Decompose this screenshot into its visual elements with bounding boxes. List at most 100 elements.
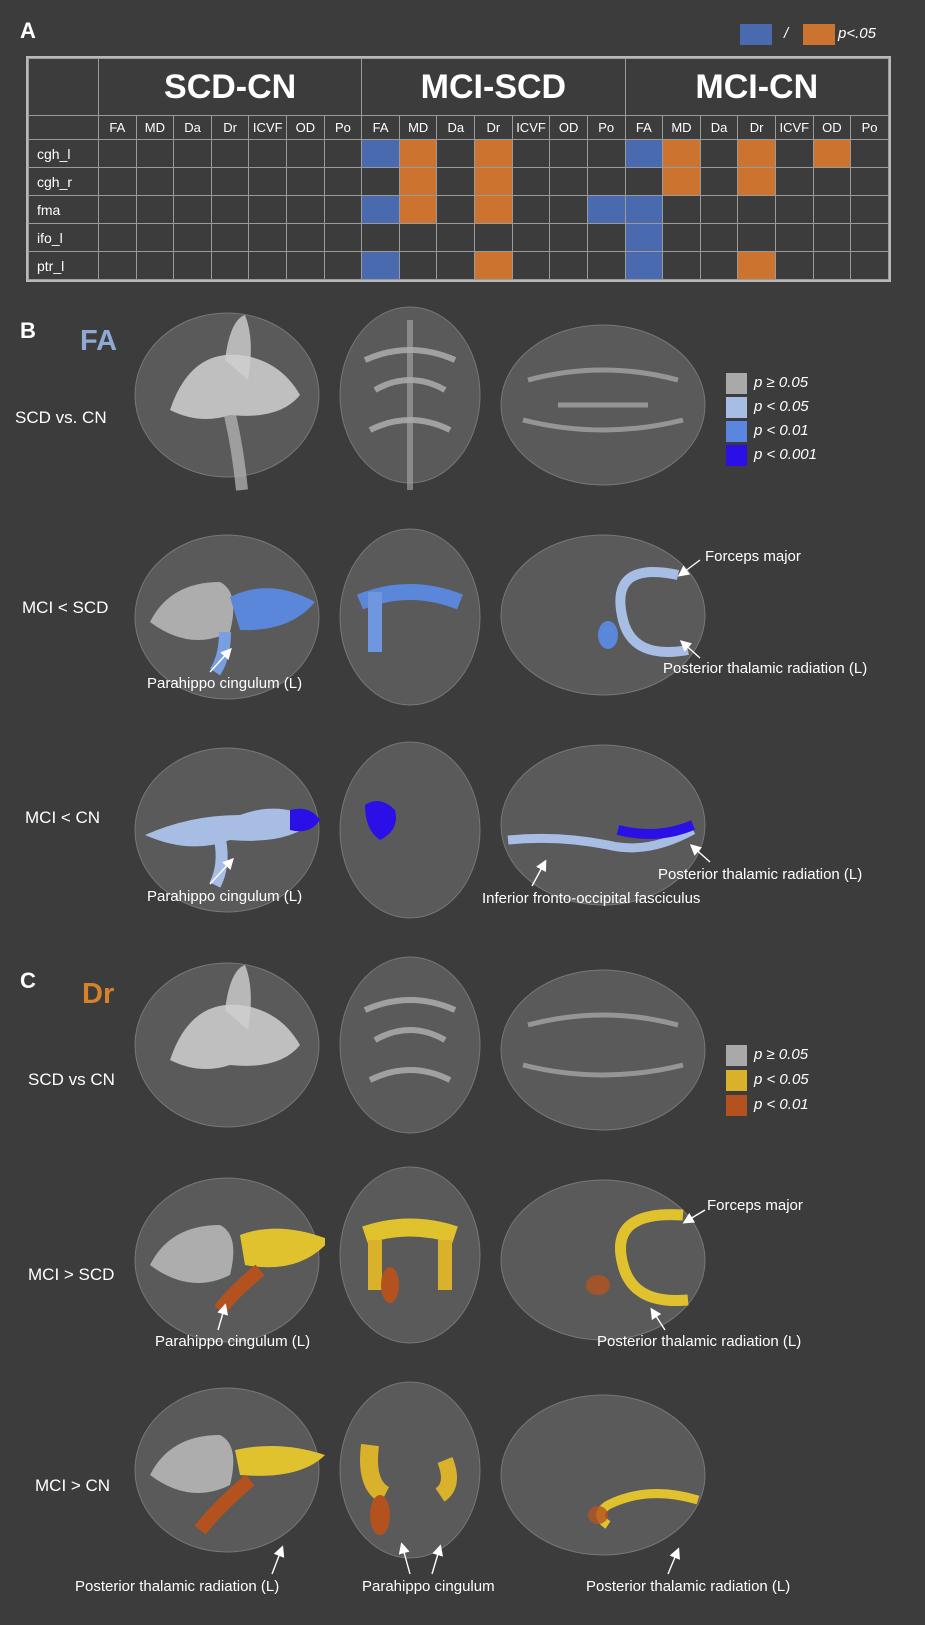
table-row: cgh_l [28,139,889,168]
panel-b-letter: B [20,318,36,343]
metric-header-po: Po [323,115,363,140]
empty-cell [699,223,739,252]
table-row: cgh_r [28,167,889,196]
legend-b-swatch [726,421,747,442]
empty-cell [549,167,588,196]
annotation-parahippo: Parahippo cingulum (L) [155,1333,311,1350]
empty-cell [248,139,288,168]
metric-header-md: MD [662,115,701,140]
legend-orange-swatch [803,24,835,45]
table-row: fma [28,195,889,224]
metric-header-po: Po [586,115,626,140]
metric-header-da: Da [173,115,212,140]
significant-cell-orange [398,167,438,196]
brain-axial-b2 [500,534,706,696]
legend-b-swatch [726,445,747,466]
row-label-cgh_r: cgh_r [28,167,99,196]
significant-cell-orange [737,251,776,280]
metric-header-po: Po [850,115,889,140]
significant-cell-blue [361,195,400,224]
brain-lateral-c1 [134,962,320,1128]
empty-cell [812,251,852,280]
empty-cell [549,223,588,252]
brain-lateral-b3 [134,747,320,913]
row-label-ptr_l: ptr_l [28,251,99,280]
significant-cell-orange [812,139,852,168]
legend-b-swatch [726,373,747,394]
brain-axial-c3 [500,1394,706,1556]
panel-b-row-label: SCD vs. CN [15,408,107,427]
annotation-ifo: Inferior fronto-occipital fasciculus [482,890,701,907]
panel-b-row-label: MCI < SCD [22,598,109,617]
panel-c-metric-title: Dr [82,978,115,1010]
annotation-parahippo: Parahippo cingulum (L) [147,675,303,692]
significant-cell-orange [737,167,776,196]
metric-header-icvf: ICVF [248,115,288,140]
empty-cell [210,167,250,196]
legend-b-label: p < 0.01 [754,422,809,439]
brain-axial-c2 [500,1179,706,1341]
brain-lateral-b1 [134,312,320,491]
empty-cell [286,139,325,168]
legend-c-label: p ≥ 0.05 [754,1046,809,1063]
empty-cell [850,223,889,252]
panel-a-letter: A [20,18,36,43]
annotation-parahippo: Parahippo cingulum [362,1578,495,1595]
table-body: cgh_l cgh_r fma ifo_l ptr_l [28,139,889,280]
empty-cell [173,195,212,224]
legend-c-swatch [726,1045,747,1066]
annotation-posterior-thalamic: Posterior thalamic radiation (L) [663,660,868,677]
empty-cell [812,223,852,252]
empty-cell [850,139,889,168]
annotation-posterior-thalamic: Posterior thalamic radiation (L) [597,1333,802,1350]
metric-header-icvf: ICVF [511,115,551,140]
brain-lateral-c3 [134,1387,325,1553]
table-corner [28,58,99,116]
table-row: ifo_l [28,223,889,252]
empty-cell [699,251,739,280]
panel-b-metric-title: FA [80,325,118,357]
legend-p-label: p<.05 [838,25,876,42]
empty-cell [248,223,288,252]
brain-coronal-b2 [339,528,481,706]
metric-header-dr: Dr [474,115,513,140]
empty-cell [774,139,814,168]
brain-lateral-b2 [134,534,320,700]
panel-c-row-label: SCD vs CN [28,1070,115,1089]
significant-cell-blue [624,195,664,224]
brain-coronal-c1 [339,956,481,1134]
empty-cell [286,223,325,252]
row-label-cgh_l: cgh_l [28,139,99,168]
empty-cell [774,195,814,224]
empty-cell [173,223,212,252]
panel-c-row-label: MCI > CN [35,1476,111,1495]
empty-cell [586,139,626,168]
empty-cell [850,167,889,196]
brain-coronal-b1 [339,306,481,490]
empty-cell [323,251,363,280]
empty-cell [436,195,476,224]
legend-separator: / [784,25,789,42]
metric-header-row: FA MD Da Dr ICVF OD Po FA MD Da Dr ICVF OD Po FA MD Da Dr… [28,115,889,140]
empty-cell [98,139,137,168]
significant-cell-orange [474,139,513,168]
empty-cell [210,251,250,280]
significant-cell-orange [474,167,513,196]
group-header-mci-cn: MCI-CN [624,58,890,116]
empty-cell [850,251,889,280]
empty-cell [774,251,814,280]
group-header-mci-scd: MCI-SCD [361,58,626,116]
metric-header-da: Da [436,115,476,140]
annotation-parahippo: Parahippo cingulum (L) [147,888,303,905]
panel-c-row-label: MCI > SCD [28,1265,115,1284]
significant-cell-blue [586,195,626,224]
table-corner-sub [28,115,99,140]
annotation-posterior-thalamic: Posterior thalamic radiation (L) [75,1578,280,1595]
significant-cell-orange [662,167,701,196]
empty-cell [398,223,438,252]
empty-cell [286,195,325,224]
significant-cell-orange [662,139,701,168]
legend-c-label: p < 0.01 [754,1096,809,1113]
legend-b-swatch [726,397,747,418]
